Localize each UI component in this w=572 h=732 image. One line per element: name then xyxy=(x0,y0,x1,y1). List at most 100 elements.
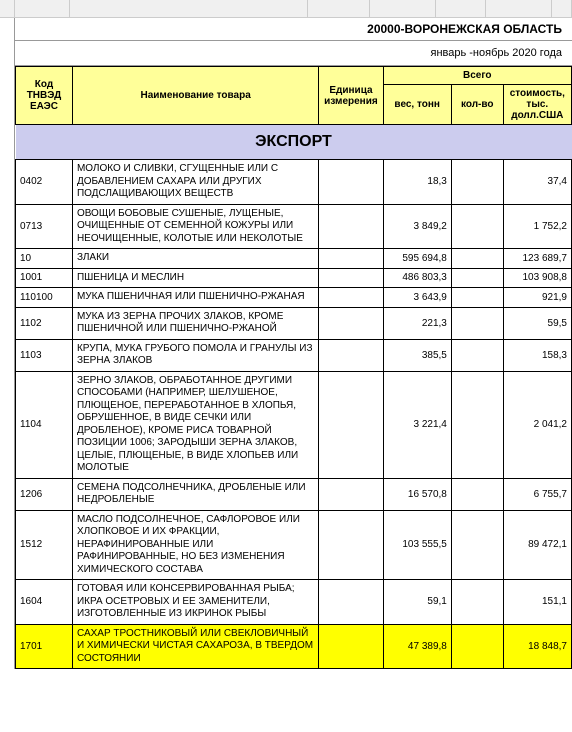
cell-cost: 151,1 xyxy=(503,580,571,625)
cell-code: 1512 xyxy=(16,510,73,580)
cell-qty xyxy=(451,204,503,249)
cell-code: 0713 xyxy=(16,204,73,249)
cell-name: КРУПА, МУКА ГРУБОГО ПОМОЛА И ГРАНУЛЫ ИЗ … xyxy=(72,339,318,371)
cell-name: ЗЛАКИ xyxy=(72,249,318,269)
cell-cost: 89 472,1 xyxy=(503,510,571,580)
column-letter xyxy=(0,0,15,18)
cell-qty xyxy=(451,478,503,510)
cell-qty xyxy=(451,249,503,269)
cell-code: 1604 xyxy=(16,580,73,625)
cell-unit xyxy=(319,307,383,339)
table-body: ЭКСПОРТ 0402МОЛОКО И СЛИВКИ, СГУЩЕННЫЕ И… xyxy=(16,125,572,669)
cell-code: 1001 xyxy=(16,268,73,288)
cell-unit xyxy=(319,580,383,625)
cell-weight: 59,1 xyxy=(383,580,451,625)
cell-qty xyxy=(451,371,503,478)
header-code: Код ТНВЭД ЕАЭС xyxy=(16,67,73,125)
cell-qty xyxy=(451,580,503,625)
cell-weight: 595 694,8 xyxy=(383,249,451,269)
cell-code: 0402 xyxy=(16,160,73,205)
cell-unit xyxy=(319,371,383,478)
cell-weight: 221,3 xyxy=(383,307,451,339)
cell-weight: 385,5 xyxy=(383,339,451,371)
data-table: Код ТНВЭД ЕАЭС Наименование товара Едини… xyxy=(15,66,572,669)
export-section-row: ЭКСПОРТ xyxy=(16,125,572,160)
column-letter xyxy=(70,0,308,18)
cell-cost: 6 755,7 xyxy=(503,478,571,510)
table-row: 0713ОВОЩИ БОБОВЫЕ СУШЕНЫЕ, ЛУЩЕНЫЕ, ОЧИЩ… xyxy=(16,204,572,249)
cell-code: 1104 xyxy=(16,371,73,478)
spreadsheet: 20000-ВОРОНЕЖСКАЯ ОБЛАСТЬ январь -ноябрь… xyxy=(0,0,572,669)
table-row: 1001ПШЕНИЦА И МЕСЛИН486 803,3103 908,8 xyxy=(16,268,572,288)
cell-code: 1102 xyxy=(16,307,73,339)
export-section-label: ЭКСПОРТ xyxy=(16,125,572,160)
table-header: Код ТНВЭД ЕАЭС Наименование товара Едини… xyxy=(16,67,572,125)
cell-name: ЗЕРНО ЗЛАКОВ, ОБРАБОТАННОЕ ДРУГИМИ СПОСО… xyxy=(72,371,318,478)
header-total-group: Всего xyxy=(383,67,571,85)
table-row: 1512МАСЛО ПОДСОЛНЕЧНОЕ, САФЛОРОВОЕ ИЛИ Х… xyxy=(16,510,572,580)
column-letter xyxy=(15,0,70,18)
cell-code: 110100 xyxy=(16,288,73,308)
header-unit: Единица измерения xyxy=(319,67,383,125)
header-weight: вес, тонн xyxy=(383,85,451,125)
cell-qty xyxy=(451,624,503,669)
cell-unit xyxy=(319,288,383,308)
table-row: 1604ГОТОВАЯ ИЛИ КОНСЕРВИРОВАННАЯ РЫБА; И… xyxy=(16,580,572,625)
cell-name: САХАР ТРОСТНИКОВЫЙ ИЛИ СВЕКЛОВИЧНЫЙ И ХИ… xyxy=(72,624,318,669)
cell-name: ОВОЩИ БОБОВЫЕ СУШЕНЫЕ, ЛУЩЕНЫЕ, ОЧИЩЕННЫ… xyxy=(72,204,318,249)
cell-cost: 921,9 xyxy=(503,288,571,308)
column-letter xyxy=(370,0,436,18)
cell-cost: 59,5 xyxy=(503,307,571,339)
cell-unit xyxy=(319,510,383,580)
cell-qty xyxy=(451,307,503,339)
cell-weight: 18,3 xyxy=(383,160,451,205)
cell-weight: 103 555,5 xyxy=(383,510,451,580)
cell-name: СЕМЕНА ПОДСОЛНЕЧНИКА, ДРОБЛЕНЫЕ ИЛИ НЕДР… xyxy=(72,478,318,510)
column-letter xyxy=(552,0,572,18)
cell-cost: 18 848,7 xyxy=(503,624,571,669)
cell-qty xyxy=(451,160,503,205)
cell-qty xyxy=(451,339,503,371)
cell-code: 10 xyxy=(16,249,73,269)
cell-qty xyxy=(451,288,503,308)
header-qty: кол-во xyxy=(451,85,503,125)
column-letter-row xyxy=(0,0,572,18)
column-letter xyxy=(486,0,552,18)
table-row: 110100МУКА ПШЕНИЧНАЯ ИЛИ ПШЕНИЧНО-РЖАНАЯ… xyxy=(16,288,572,308)
cell-name: МОЛОКО И СЛИВКИ, СГУЩЕННЫЕ ИЛИ С ДОБАВЛЕ… xyxy=(72,160,318,205)
cell-cost: 123 689,7 xyxy=(503,249,571,269)
header-name: Наименование товара xyxy=(72,67,318,125)
row-gutter xyxy=(0,18,15,669)
header-cost: стоимость, тыс. долл.США xyxy=(503,85,571,125)
cell-weight: 3 221,4 xyxy=(383,371,451,478)
cell-weight: 47 389,8 xyxy=(383,624,451,669)
cell-weight: 3 849,2 xyxy=(383,204,451,249)
cell-unit xyxy=(319,339,383,371)
table-row: 1103КРУПА, МУКА ГРУБОГО ПОМОЛА И ГРАНУЛЫ… xyxy=(16,339,572,371)
cell-cost: 1 752,2 xyxy=(503,204,571,249)
cell-weight: 486 803,3 xyxy=(383,268,451,288)
cell-unit xyxy=(319,204,383,249)
cell-name: МУКА ИЗ ЗЕРНА ПРОЧИХ ЗЛАКОВ, КРОМЕ ПШЕНИ… xyxy=(72,307,318,339)
table-row: 0402МОЛОКО И СЛИВКИ, СГУЩЕННЫЕ ИЛИ С ДОБ… xyxy=(16,160,572,205)
cell-name: МАСЛО ПОДСОЛНЕЧНОЕ, САФЛОРОВОЕ ИЛИ ХЛОПК… xyxy=(72,510,318,580)
cell-weight: 16 570,8 xyxy=(383,478,451,510)
cell-cost: 2 041,2 xyxy=(503,371,571,478)
cell-unit xyxy=(319,160,383,205)
cell-code: 1103 xyxy=(16,339,73,371)
region-title: 20000-ВОРОНЕЖСКАЯ ОБЛАСТЬ xyxy=(15,18,572,41)
cell-unit xyxy=(319,478,383,510)
column-letter xyxy=(308,0,370,18)
cell-name: ГОТОВАЯ ИЛИ КОНСЕРВИРОВАННАЯ РЫБА; ИКРА … xyxy=(72,580,318,625)
cell-qty xyxy=(451,268,503,288)
cell-cost: 158,3 xyxy=(503,339,571,371)
table-row: 1104ЗЕРНО ЗЛАКОВ, ОБРАБОТАННОЕ ДРУГИМИ С… xyxy=(16,371,572,478)
cell-name: МУКА ПШЕНИЧНАЯ ИЛИ ПШЕНИЧНО-РЖАНАЯ xyxy=(72,288,318,308)
column-letter xyxy=(436,0,486,18)
table-row: 1701САХАР ТРОСТНИКОВЫЙ ИЛИ СВЕКЛОВИЧНЫЙ … xyxy=(16,624,572,669)
table-row: 1102МУКА ИЗ ЗЕРНА ПРОЧИХ ЗЛАКОВ, КРОМЕ П… xyxy=(16,307,572,339)
cell-weight: 3 643,9 xyxy=(383,288,451,308)
cell-cost: 103 908,8 xyxy=(503,268,571,288)
cell-code: 1206 xyxy=(16,478,73,510)
cell-unit xyxy=(319,268,383,288)
